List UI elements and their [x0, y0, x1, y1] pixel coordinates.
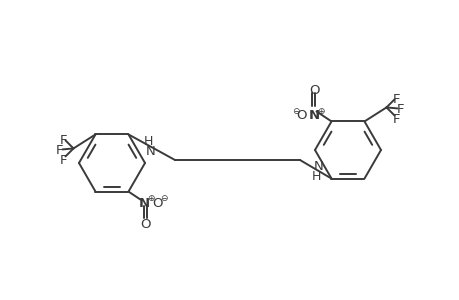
- Text: N: N: [313, 160, 323, 173]
- Text: O: O: [296, 110, 306, 122]
- Text: F: F: [60, 154, 67, 167]
- Text: O: O: [140, 218, 151, 231]
- Text: ⊖: ⊖: [291, 107, 299, 116]
- Text: F: F: [56, 144, 63, 158]
- Text: F: F: [60, 134, 67, 147]
- Text: N: N: [139, 196, 150, 210]
- Text: F: F: [392, 113, 399, 126]
- Text: O: O: [152, 196, 162, 210]
- Text: F: F: [392, 93, 399, 106]
- Text: H: H: [311, 170, 321, 183]
- Text: ⊕: ⊕: [316, 107, 324, 116]
- Text: ⊖: ⊖: [159, 194, 167, 203]
- Text: H: H: [144, 135, 153, 148]
- Text: N: N: [308, 110, 319, 122]
- Text: N: N: [146, 145, 155, 158]
- Text: ⊕: ⊕: [146, 194, 154, 203]
- Text: O: O: [308, 84, 319, 98]
- Text: F: F: [396, 103, 403, 116]
